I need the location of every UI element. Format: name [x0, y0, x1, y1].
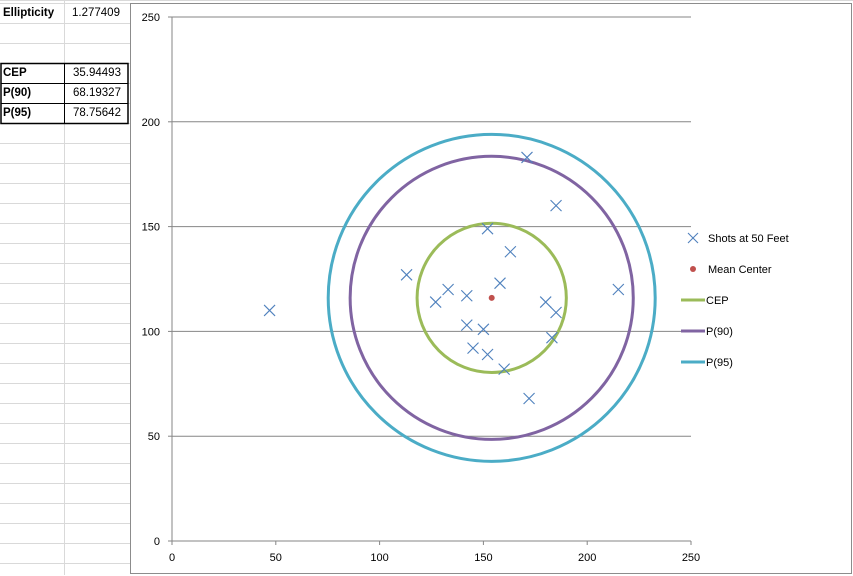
shot-marker-stroke [521, 151, 533, 164]
shot-marker-stroke [494, 277, 506, 290]
shot-marker-stroke [263, 304, 276, 317]
cep-label: CEP [3, 67, 27, 79]
shot-marker [400, 268, 413, 281]
p-90-circle [348, 154, 635, 441]
y-tick-label: 250 [142, 12, 160, 24]
shot-marker [263, 304, 276, 317]
p95-label: P(95) [3, 107, 32, 119]
mean-center-marker [488, 294, 495, 301]
chart-area[interactable]: 0 50 100 150 200 250 0 50 100 150 200 250 Shots at 5… [130, 3, 852, 574]
shot-marker-stroke [467, 342, 479, 355]
cep-circle [415, 221, 568, 374]
y-tick-label: 150 [142, 222, 160, 234]
y-tick-label: 0 [154, 536, 160, 548]
shot-marker-stroke [523, 392, 535, 405]
p90-label: P(90) [3, 87, 32, 99]
cep-value: 35.94493 [73, 67, 121, 79]
shot-marker-stroke [400, 268, 413, 281]
shot-marker [467, 342, 479, 355]
shot-marker-stroke [429, 296, 442, 308]
p90-value: 68.19327 [73, 87, 121, 99]
legend-label-shots-at-50-feet: Shots at 50 Feet [708, 233, 789, 245]
shot-marker-stroke [481, 222, 494, 235]
y-tick-label: 50 [148, 431, 160, 443]
x-tick-label: 200 [578, 552, 596, 564]
y-tick-label: 100 [142, 326, 160, 338]
shot-marker-stroke [460, 289, 473, 302]
shot-marker-stroke [550, 306, 562, 319]
shot-marker-stroke [539, 296, 552, 308]
shot-marker [481, 348, 494, 361]
ellipticity-value: 1.277409 [72, 7, 120, 19]
shot-marker [612, 283, 625, 296]
legend-label-p-95: P(95) [706, 357, 733, 369]
shot-marker-stroke [498, 363, 511, 376]
shot-marker [504, 245, 517, 258]
shot-marker-stroke [442, 283, 454, 296]
shot-marker [494, 277, 506, 290]
legend-label-mean-center: Mean Center [708, 264, 772, 276]
p95-value: 78.75642 [73, 107, 121, 119]
shot-marker [539, 296, 552, 308]
shot-marker-stroke [481, 348, 494, 361]
shot-marker [550, 306, 562, 319]
ellipticity-label: Ellipticity [3, 7, 55, 19]
x-tick-label: 50 [270, 552, 282, 564]
shot-marker [429, 296, 442, 308]
shot-marker-stroke [460, 319, 473, 332]
x-tick-label: 0 [169, 552, 175, 564]
y-tick-label: 200 [142, 117, 160, 129]
shot-marker [481, 222, 494, 235]
p-95-circle [326, 132, 657, 463]
shot-marker-stroke [546, 331, 558, 344]
shot-marker [523, 392, 535, 405]
legend-swatch-mean-center [690, 266, 696, 272]
shot-marker-stroke [550, 199, 562, 212]
legend-label-cep: CEP [706, 295, 729, 307]
x-tick-label: 100 [370, 552, 388, 564]
shot-marker-stroke [612, 283, 625, 296]
shot-marker [550, 199, 562, 212]
shot-marker [521, 151, 533, 164]
x-tick-label: 150 [474, 552, 492, 564]
x-tick-label: 250 [682, 552, 700, 564]
shot-marker [460, 319, 473, 332]
shot-marker [498, 363, 511, 376]
shot-marker [442, 283, 454, 296]
shot-marker [460, 289, 473, 302]
shot-marker [546, 331, 558, 344]
shot-marker [477, 323, 490, 336]
legend-label-p-90: P(90) [706, 326, 733, 338]
legend-swatch-shots-at-50-feet [687, 232, 699, 244]
shot-marker-stroke [504, 245, 517, 258]
scatter-chart: 0 50 100 150 200 250 0 50 100 150 200 250 Shots at 5… [142, 12, 789, 564]
shot-marker-stroke [477, 323, 490, 336]
